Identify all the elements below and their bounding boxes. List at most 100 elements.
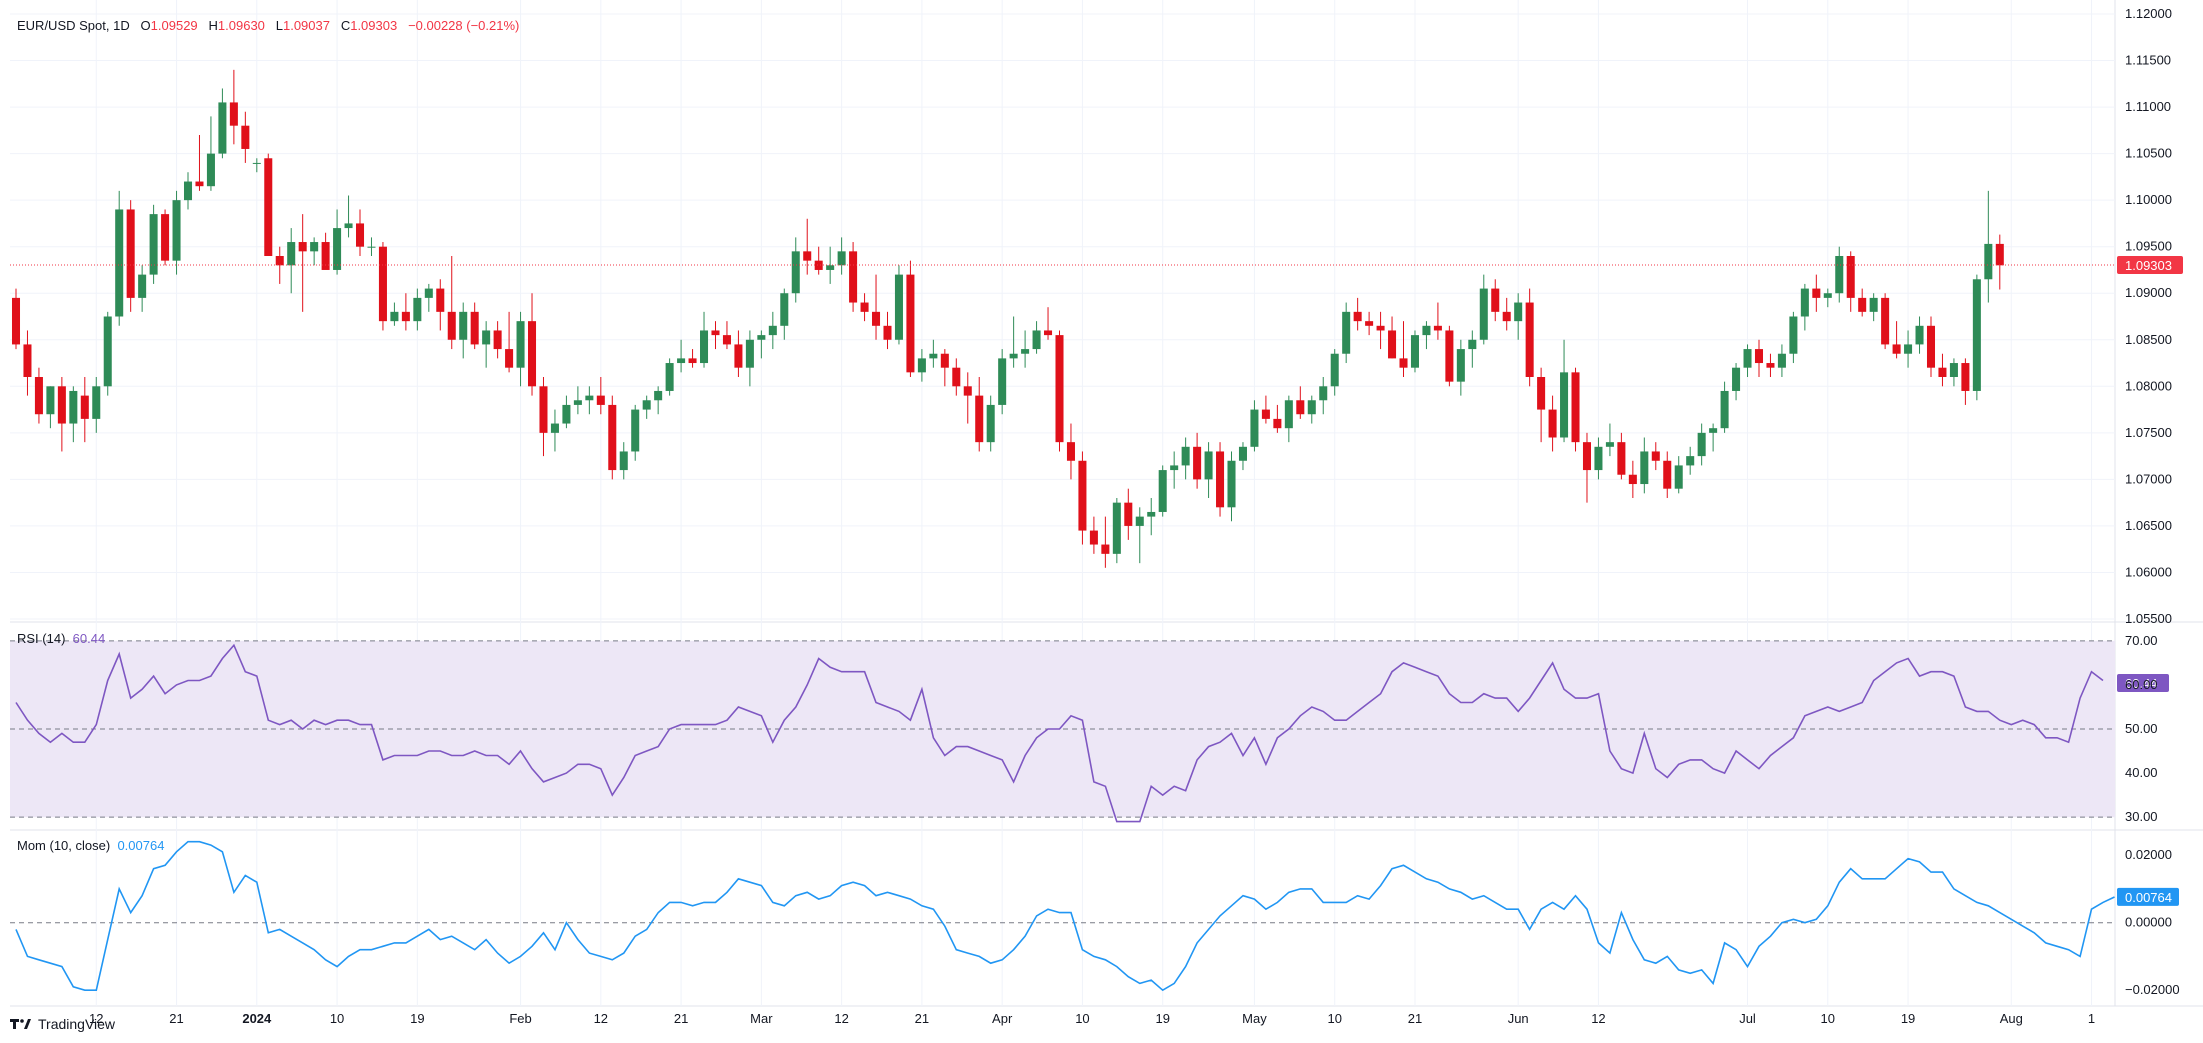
candle bbox=[1605, 423, 1614, 457]
candle-body bbox=[745, 339, 754, 368]
candle bbox=[963, 372, 972, 424]
price-tick-label: 1.07000 bbox=[2125, 471, 2172, 486]
x-tick-label: May bbox=[1242, 1011, 1267, 1026]
candle bbox=[1582, 432, 1591, 503]
candle-body bbox=[183, 181, 193, 201]
candle-body bbox=[1754, 349, 1764, 364]
candle bbox=[654, 386, 663, 415]
candle-body bbox=[206, 153, 215, 187]
candle-body bbox=[23, 344, 32, 377]
rsi-tick-label: 50.00 bbox=[2125, 721, 2158, 736]
candle-body bbox=[642, 400, 651, 410]
open-label: O bbox=[140, 18, 151, 33]
price-tick-label: 1.06000 bbox=[2125, 564, 2172, 579]
candle bbox=[1388, 316, 1397, 359]
mom-title: Mom (10, close) bbox=[17, 838, 111, 853]
candle bbox=[1101, 516, 1110, 568]
low-label: L bbox=[275, 18, 283, 33]
candle-body bbox=[1846, 256, 1855, 298]
candle bbox=[11, 288, 21, 350]
candle bbox=[1835, 246, 1844, 303]
candle bbox=[975, 377, 984, 452]
candle bbox=[952, 358, 961, 396]
candle-body bbox=[1582, 442, 1591, 471]
candle bbox=[528, 293, 537, 396]
candle-body bbox=[1502, 311, 1511, 322]
last-price-label: 1.09303 bbox=[2125, 258, 2172, 273]
candle bbox=[826, 246, 835, 284]
candlestick-series[interactable]: 1.09303 bbox=[10, 69, 2183, 568]
mom-current-value: 0.00764 bbox=[117, 838, 165, 853]
candle bbox=[940, 349, 949, 387]
candle bbox=[734, 330, 743, 377]
candle bbox=[1938, 353, 1947, 387]
candle bbox=[1766, 353, 1775, 377]
candle-body bbox=[298, 242, 307, 252]
candle bbox=[757, 330, 766, 359]
candle bbox=[138, 265, 147, 312]
x-tick-label: 12 bbox=[1591, 1011, 1605, 1026]
candle-body bbox=[654, 390, 663, 401]
symbol-title: EUR/USD Spot, 1D bbox=[17, 18, 130, 33]
candle-body bbox=[608, 404, 617, 471]
candle bbox=[1548, 395, 1557, 452]
candle bbox=[1227, 451, 1236, 522]
candle-body bbox=[585, 395, 594, 401]
tradingview-logo-icon bbox=[10, 1019, 31, 1029]
candle bbox=[1777, 344, 1786, 377]
candle-body bbox=[986, 404, 995, 443]
brand[interactable]: TradingView bbox=[10, 1016, 115, 1032]
candle bbox=[241, 111, 250, 163]
price-tick-label: 1.08500 bbox=[2125, 332, 2172, 347]
candle bbox=[344, 195, 353, 238]
candle bbox=[619, 442, 628, 480]
candle bbox=[1112, 498, 1121, 564]
candle-body bbox=[1961, 363, 1970, 391]
candle bbox=[1674, 456, 1683, 494]
candle bbox=[1170, 451, 1179, 489]
candle bbox=[1456, 339, 1465, 396]
candle-body bbox=[998, 358, 1007, 405]
mom-current-label: 0.00764 bbox=[2125, 890, 2172, 905]
candle-body bbox=[390, 311, 399, 322]
candle-body bbox=[493, 330, 502, 350]
candle bbox=[1892, 321, 1901, 359]
candle bbox=[894, 265, 903, 345]
candle-body bbox=[906, 274, 915, 373]
candle bbox=[1594, 437, 1603, 480]
candle-body bbox=[860, 302, 869, 312]
grid-layer bbox=[10, 0, 2203, 1007]
candle-body bbox=[1296, 400, 1305, 415]
price-tick-label: 1.11500 bbox=[2125, 53, 2171, 68]
last-price-badge bbox=[2117, 256, 2183, 275]
candle bbox=[1353, 297, 1362, 331]
candle bbox=[1089, 516, 1098, 554]
rsi-title: RSI (14) bbox=[17, 631, 66, 646]
candle bbox=[1078, 451, 1087, 545]
candle bbox=[1158, 465, 1167, 517]
momentum-series[interactable]: 0.00764 bbox=[15, 840, 2179, 992]
x-tick-label: 12 bbox=[834, 1011, 848, 1026]
candle bbox=[1365, 311, 1374, 336]
candle bbox=[401, 293, 410, 331]
candle-body bbox=[34, 377, 43, 415]
price-tick-label: 1.11000 bbox=[2125, 99, 2171, 114]
candle-body bbox=[1078, 460, 1087, 531]
candle bbox=[126, 200, 135, 312]
candle-body bbox=[1743, 349, 1752, 368]
candle-body bbox=[172, 200, 181, 261]
candle-body bbox=[1904, 344, 1913, 354]
candle-body bbox=[424, 288, 433, 298]
high-label: H bbox=[208, 18, 218, 33]
candle-body bbox=[1663, 460, 1672, 489]
candle-body bbox=[1261, 409, 1270, 419]
rsi-series[interactable]: 60.44 bbox=[15, 643, 2169, 823]
candle-body bbox=[1605, 442, 1614, 447]
axis-layer: 12 21 2024 10 19 Feb 12 21 Mar 12 21 Apr 10 19 May 10 21… bbox=[89, 6, 2180, 1026]
rsi-legend: RSI (14) 60.44 bbox=[17, 631, 105, 646]
candle-body bbox=[883, 325, 892, 340]
candle-body bbox=[1732, 367, 1741, 391]
candle bbox=[1502, 297, 1511, 331]
candle bbox=[986, 395, 995, 452]
candle-body bbox=[1044, 330, 1053, 336]
